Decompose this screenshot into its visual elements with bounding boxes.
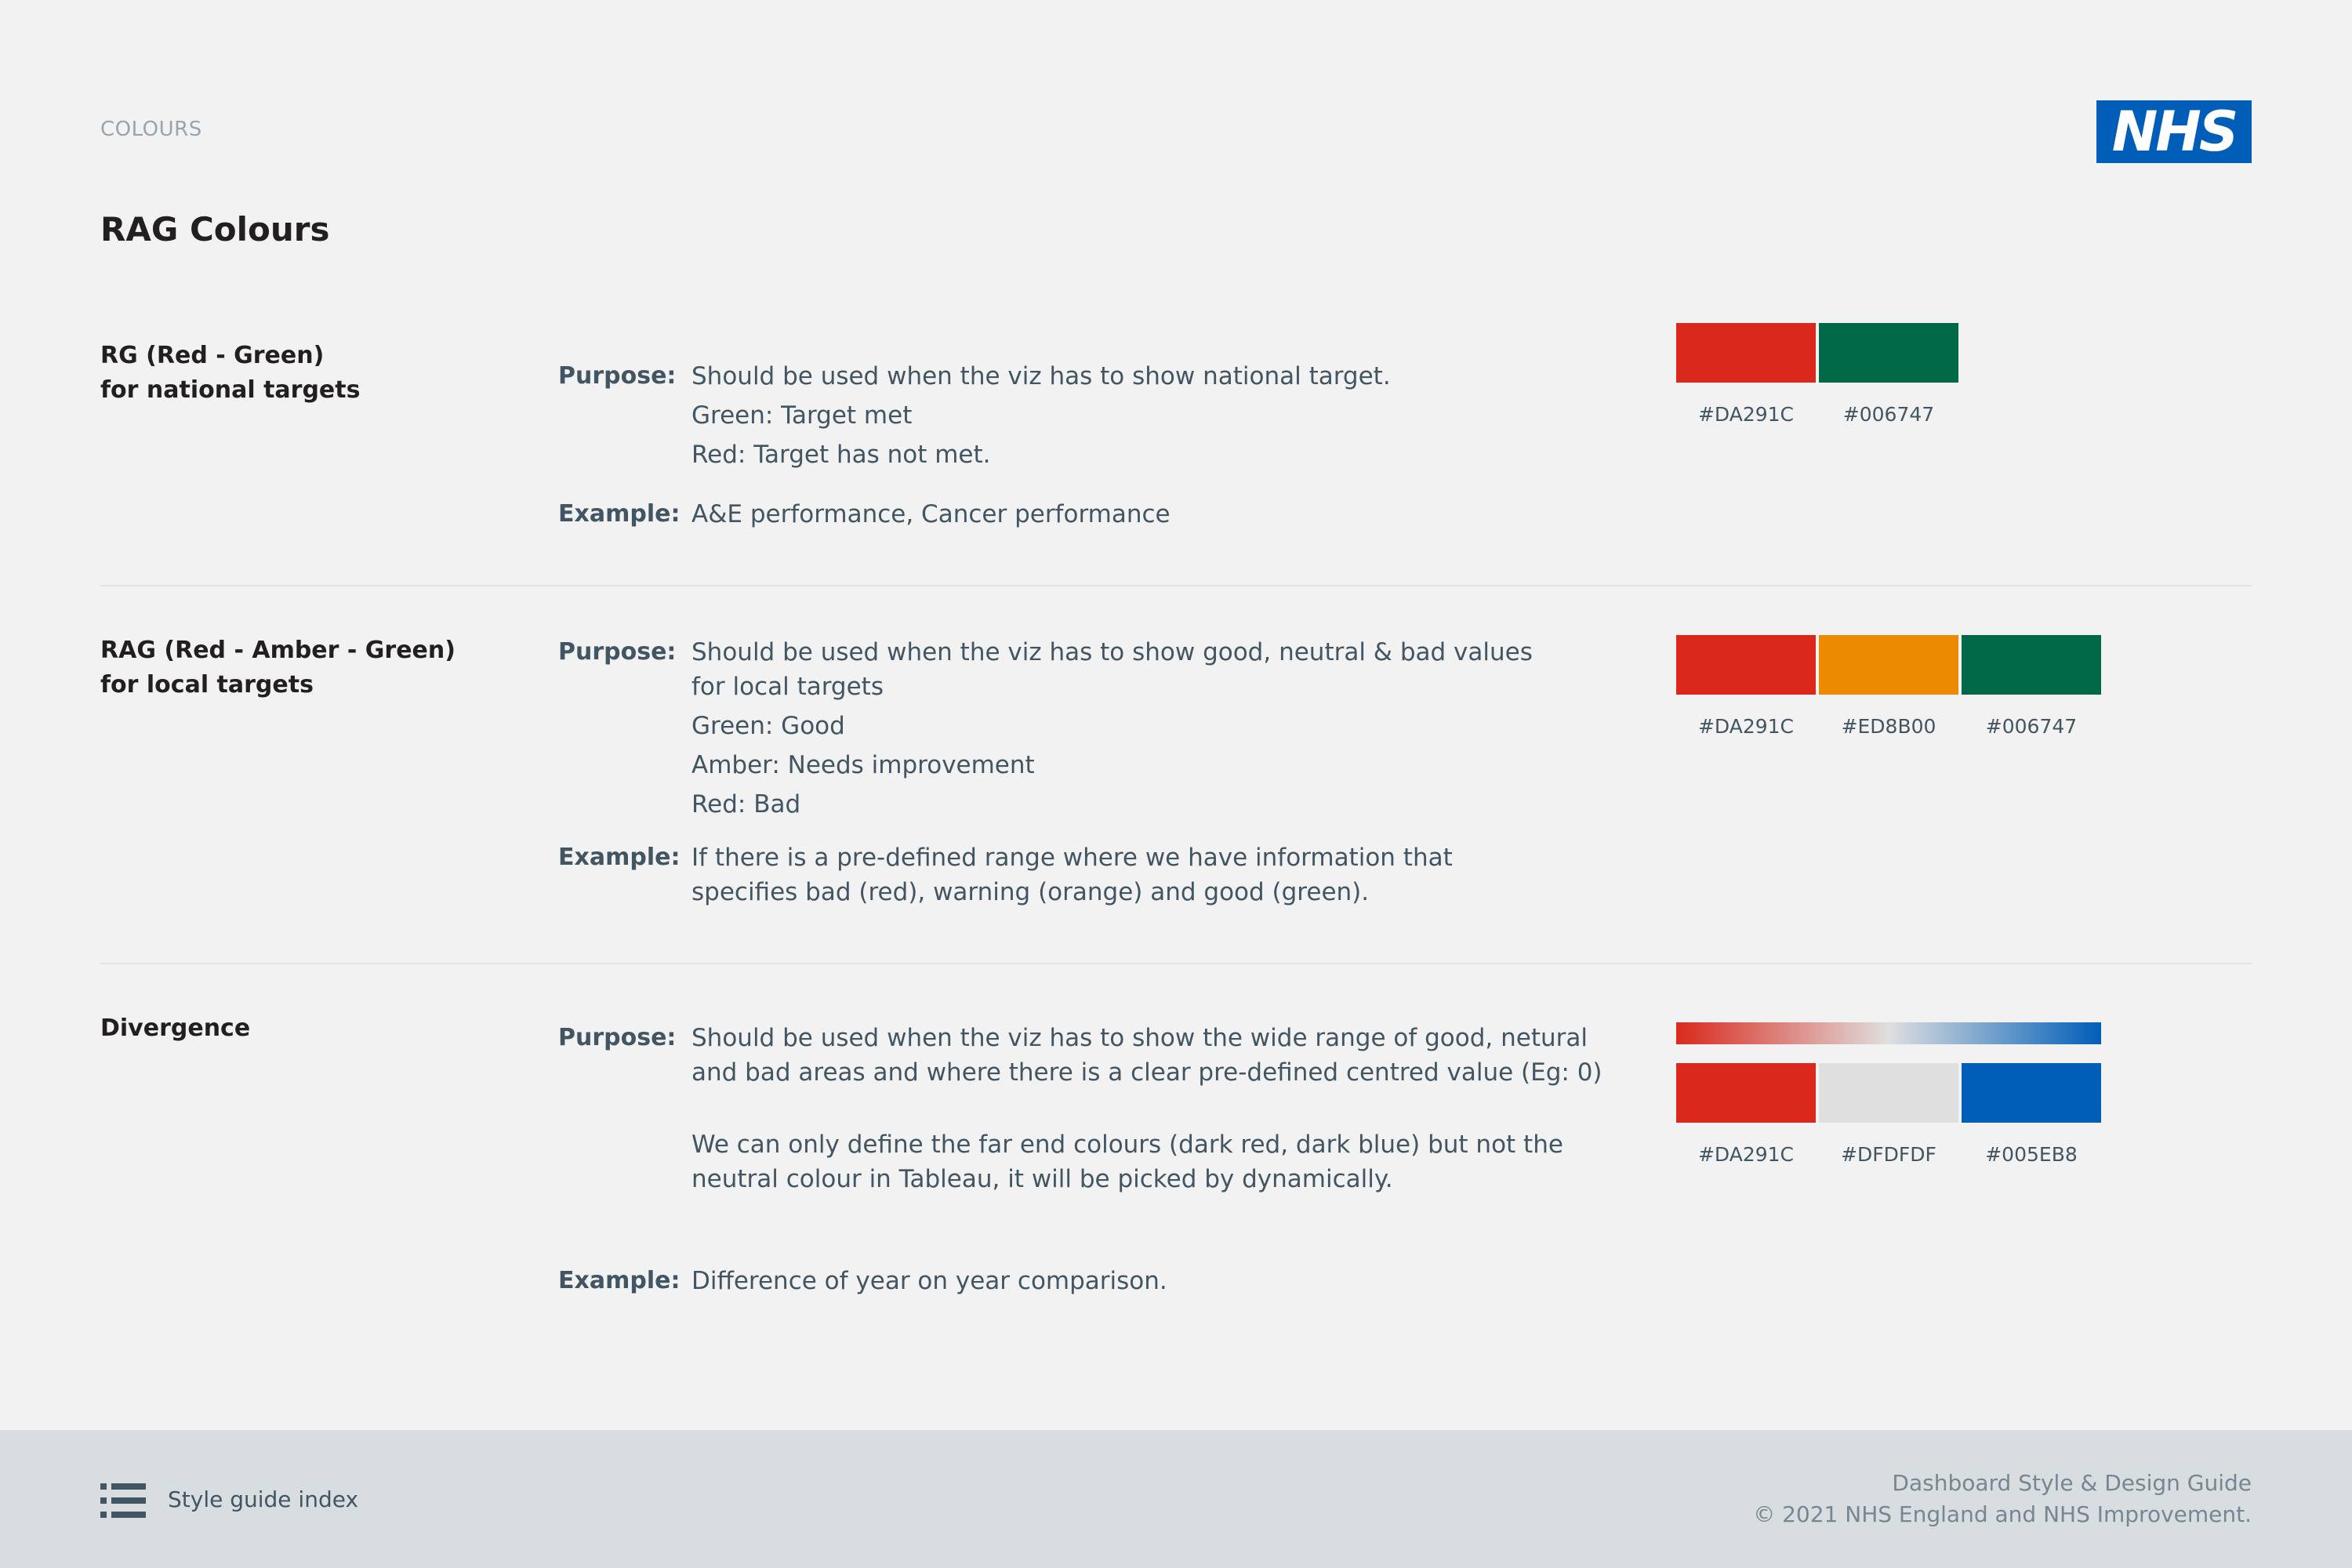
purpose-line: Should be used when the viz has to show … <box>691 1024 1588 1052</box>
red-swatch <box>1676 1063 1816 1123</box>
row-title: RG (Red - Green) for national targets <box>100 339 508 408</box>
nhs-logo: NHS <box>2096 100 2252 163</box>
red-swatch <box>1676 323 1816 383</box>
purpose-line: for local targets <box>691 673 884 701</box>
list-icon[interactable] <box>100 1483 146 1518</box>
example-text: A&E performance, Cancer performance <box>691 497 1711 532</box>
neutral-grey-swatch <box>1819 1063 1958 1123</box>
purpose-text: Should be used when the viz has to show … <box>691 1021 1711 1090</box>
rag-row: RAG (Red - Amber - Green) for local targ… <box>100 633 2252 916</box>
swatch-hex-label: #DA291C <box>1697 403 1795 426</box>
row-title-line: RG (Red - Green) <box>100 342 325 369</box>
purpose-line: Green: Target met <box>691 401 913 430</box>
swatch-hex-label: #DFDFDF <box>1841 1143 1936 1166</box>
example-text: If there is a pre-defined range where we… <box>691 840 1711 909</box>
example-label: Example: <box>558 500 681 528</box>
divergence-gradient-bar <box>1676 1022 2101 1044</box>
example-label: Example: <box>558 844 681 871</box>
purpose-text: Should be used when the viz has to show … <box>691 359 1711 472</box>
example-line: Difference of year on year comparison. <box>691 1267 1167 1295</box>
purpose-text: Should be used when the viz has to show … <box>691 635 1711 822</box>
purpose-line: Red: Target has not met. <box>691 441 991 469</box>
example-line: specifies bad (red), warning (orange) an… <box>691 878 1370 906</box>
example-line: A&E performance, Cancer performance <box>691 500 1171 528</box>
rg-row: RG (Red - Green) for national targets Pu… <box>100 339 2252 543</box>
red-swatch <box>1676 635 1816 695</box>
amber-swatch <box>1819 635 1958 695</box>
row-title: RAG (Red - Amber - Green) for local targ… <box>100 633 508 702</box>
swatch-hex-label: #005EB8 <box>1985 1143 2078 1166</box>
purpose-line: Amber: Needs improvement <box>691 751 1035 779</box>
example-text: Difference of year on year comparison. <box>691 1264 1711 1298</box>
blue-swatch <box>1962 1063 2101 1123</box>
purpose-line: Red: Bad <box>691 790 801 818</box>
purpose-line: Should be used when the viz has to show … <box>691 362 1391 390</box>
purpose-line: Should be used when the viz has to show … <box>691 638 1533 666</box>
swatch-hex-label: #DA291C <box>1697 1143 1795 1166</box>
green-swatch <box>1962 635 2101 695</box>
note-text: We can only define the far end colours (… <box>691 1127 1711 1196</box>
divider <box>100 585 2252 586</box>
divergence-row: Divergence Purpose: Should be used when … <box>100 1011 2252 1325</box>
note-line: We can only define the far end colours (… <box>691 1131 1563 1159</box>
purpose-label: Purpose: <box>558 362 677 390</box>
example-label: Example: <box>558 1267 681 1294</box>
swatch-hex-label: #006747 <box>1985 715 2078 738</box>
green-swatch <box>1819 323 1958 383</box>
purpose-line: Green: Good <box>691 712 845 740</box>
example-line: If there is a pre-defined range where we… <box>691 844 1453 872</box>
copyright: © 2021 NHS England and NHS Improvement. <box>1753 1501 2252 1527</box>
row-title-line: for national targets <box>100 376 361 404</box>
row-title: Divergence <box>100 1011 508 1046</box>
row-title-line: RAG (Red - Amber - Green) <box>100 637 456 664</box>
divider <box>100 963 2252 964</box>
guide-title: Dashboard Style & Design Guide <box>1892 1470 2252 1496</box>
purpose-line: and bad areas and where there is a clear… <box>691 1058 1602 1087</box>
section-label: COLOURS <box>100 118 202 141</box>
page-title: RAG Colours <box>100 210 330 249</box>
style-guide-index-link[interactable]: Style guide index <box>168 1486 359 1512</box>
note-line: neutral colour in Tableau, it will be pi… <box>691 1165 1393 1193</box>
purpose-label: Purpose: <box>558 1024 677 1051</box>
swatch-hex-label: #DA291C <box>1697 715 1795 738</box>
purpose-label: Purpose: <box>558 638 677 666</box>
swatch-hex-label: #ED8B00 <box>1841 715 1936 738</box>
footer: Style guide index Dashboard Style & Desi… <box>0 1430 2352 1568</box>
row-title-line: for local targets <box>100 671 314 699</box>
swatch-hex-label: #006747 <box>1842 403 1935 426</box>
footer-credits: Dashboard Style & Design Guide © 2021 NH… <box>1753 1468 2252 1530</box>
row-title-line: Divergence <box>100 1014 251 1042</box>
